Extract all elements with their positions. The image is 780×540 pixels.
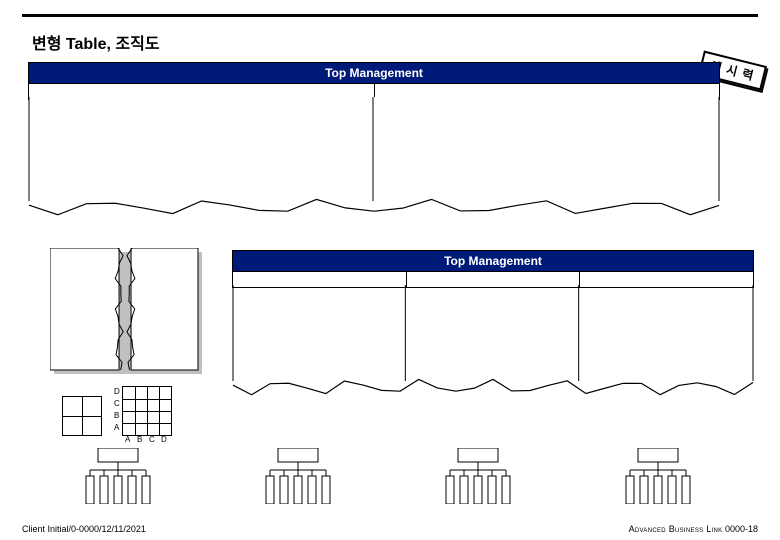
legend-col-label: B	[137, 436, 142, 444]
legend-row-label: A	[114, 424, 119, 432]
footer-right: Advanced Business Link 0000-18	[629, 524, 758, 534]
legend-col-label: A	[125, 436, 130, 444]
footer-right-code: 0000-18	[725, 524, 758, 534]
table-top-body	[28, 97, 720, 225]
footer-right-label: Advanced Business Link	[629, 524, 723, 534]
footer-left: Client Initial/0-0000/12/11/2021	[22, 524, 146, 534]
table-mid: Top Management	[232, 250, 754, 288]
page-title: 변형 Table, 조직도	[32, 30, 160, 54]
table-top: Top Management	[28, 62, 720, 100]
table-top-header: Top Management	[29, 63, 719, 84]
org-chart	[28, 448, 748, 504]
legend-row-label: B	[114, 412, 119, 420]
sample-panel	[50, 248, 204, 376]
legend-grid-4x4	[122, 386, 172, 436]
legend-grid-2x2	[62, 396, 102, 436]
top-rule	[22, 14, 758, 17]
legend-row-label: C	[114, 400, 120, 408]
legend-row-label: D	[114, 388, 120, 396]
legend-col-label: C	[149, 436, 155, 444]
table-mid-header: Top Management	[233, 251, 753, 272]
legend-col-label: D	[161, 436, 167, 444]
table-mid-body	[232, 285, 754, 405]
